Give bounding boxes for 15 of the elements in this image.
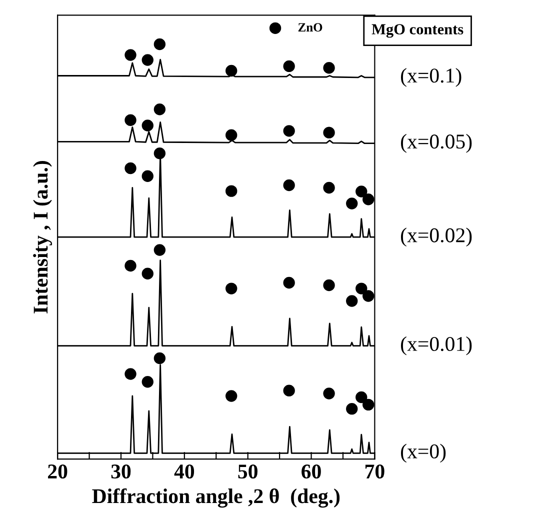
x-axis-title: Diffraction angle ,2 θ (deg.) xyxy=(92,488,340,508)
text: MgO contents xyxy=(372,24,464,38)
x-tick-label: 60 xyxy=(302,464,321,479)
series-label: (x=0.05) xyxy=(400,134,472,153)
series-label: (x=0.01) xyxy=(400,336,472,356)
legend-label: ZnO xyxy=(298,23,322,32)
x-tick-label: 30 xyxy=(111,464,131,479)
series-label: (x=0.02) xyxy=(400,228,472,247)
x-tick-label: 50 xyxy=(238,464,258,479)
x-tick-label: 20 xyxy=(48,464,68,479)
x-tick-label: 40 xyxy=(174,464,194,479)
y-axis-title: Intensity , I (a.u.) xyxy=(33,161,52,314)
series-label: (x=0.1) xyxy=(400,68,462,87)
x-tick-label: 70 xyxy=(365,464,384,479)
series-label: (x=0) xyxy=(400,444,446,463)
